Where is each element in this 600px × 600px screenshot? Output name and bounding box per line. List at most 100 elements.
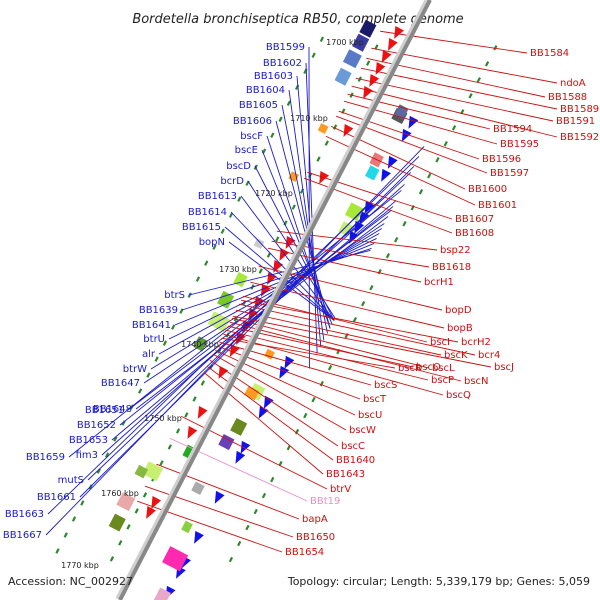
gene-label-right: bscQ — [446, 390, 471, 401]
tick-inner-right — [365, 60, 371, 66]
gene-block — [230, 417, 248, 436]
gene-label-left: BB1663 — [5, 509, 44, 520]
kbp-scale-labels: 1700 kbp 1710 kbp 1720 kbp 1730 kbp 1740 kbp… — [61, 38, 364, 570]
leader-line-right — [238, 303, 476, 356]
leader-line-right — [231, 317, 430, 369]
gene-label-right: btrV — [330, 484, 351, 495]
gene-label-right: bscR — [398, 363, 422, 374]
gene-label-left: bscF — [240, 131, 263, 142]
tick-outer-right — [171, 324, 176, 330]
leader-line-right — [303, 177, 453, 234]
gene-label-right: bscW — [349, 425, 376, 436]
gene-label-right: bsp22 — [440, 245, 471, 256]
tick-outer-left — [476, 77, 481, 83]
accession-text: Accession: NC_002927 — [8, 575, 133, 588]
backbone-layer — [115, 0, 432, 600]
tick-inner-right — [291, 204, 296, 210]
tick-outer-right — [212, 244, 217, 250]
kbp-label: 1710 kbp — [290, 114, 328, 123]
gene-block — [233, 272, 248, 288]
tick-inner-right — [167, 444, 172, 450]
tick-outer-left — [484, 61, 490, 67]
blue-gene-arrow — [235, 450, 246, 464]
kbp-label: 1720 kbp — [255, 189, 293, 198]
tick-outer-left — [327, 364, 333, 371]
leader-line-left — [79, 166, 415, 498]
blue-gene-arrow — [240, 440, 251, 454]
gene-label-left: bcrD — [220, 176, 244, 187]
leader-line-right — [241, 299, 459, 343]
gene-label-right: BBt19 — [310, 496, 340, 507]
gene-block — [181, 520, 193, 534]
gene-label-left: BB1614 — [188, 207, 227, 218]
tick-outer-left — [394, 237, 399, 243]
red-gene-arrow — [369, 74, 380, 87]
tick-outer-left — [402, 221, 407, 227]
gene-label-left: BB1615 — [182, 222, 221, 233]
gene-block — [153, 587, 171, 600]
gene-block — [264, 348, 275, 360]
gene-label-left: BB1667 — [3, 530, 42, 541]
tick-outer-right — [113, 436, 118, 442]
tick-inner-right — [200, 380, 205, 386]
gene-label-left: BB1652 — [77, 420, 116, 431]
gene-block — [142, 461, 164, 482]
gene-block — [317, 123, 329, 134]
tick-outer-left — [361, 300, 366, 307]
tick-outer-left — [443, 141, 448, 147]
gene-block — [116, 492, 136, 512]
gene-block — [191, 481, 205, 495]
tick-outer-left — [435, 157, 440, 163]
red-gene-arrow — [197, 406, 208, 419]
gene-label-right: bopD — [445, 305, 472, 316]
tick-outer-left — [451, 125, 457, 131]
leader-line-left — [101, 184, 405, 456]
tick-outer-right — [286, 100, 291, 106]
red-gene-arrow — [273, 260, 284, 273]
leader-line-left — [174, 243, 375, 326]
tick-outer-left — [468, 93, 473, 99]
tick-outer-right — [146, 372, 151, 378]
gene-label-right: BB1588 — [548, 92, 587, 103]
gene-label-right: bopB — [447, 323, 473, 334]
gene-block — [134, 464, 149, 479]
gene-label-left: fim3 — [76, 450, 98, 461]
gene-label-left: btrU — [143, 334, 165, 345]
gene-label-right: BB1643 — [326, 469, 365, 480]
leader-line-right — [223, 333, 444, 396]
tick-outer-left — [286, 444, 291, 451]
gene-block — [218, 434, 235, 451]
gene-label-right: BB1591 — [556, 116, 595, 127]
gene-label-right: BB1640 — [336, 455, 375, 466]
leader-line-left — [158, 233, 380, 355]
gene-label-left: BB1648 — [93, 404, 132, 415]
gene-label-right: ndoA — [560, 78, 586, 89]
tick-inner-right — [192, 396, 197, 402]
tick-outer-left — [261, 492, 267, 499]
tick-outer-right — [278, 116, 283, 122]
tick-outer-left — [245, 524, 250, 531]
leader-line-right — [229, 321, 462, 382]
leader-line-left — [230, 211, 335, 321]
gene-label-left: btrW — [123, 364, 147, 375]
gene-block — [342, 49, 362, 69]
tick-outer-left — [228, 556, 234, 563]
leader-line-left — [254, 165, 335, 321]
blue-gene-arrow — [214, 490, 225, 504]
gene-label-left: mutS — [58, 475, 84, 486]
leader-line-left — [305, 62, 318, 354]
gene-block — [344, 202, 364, 222]
blue-gene-arrow — [279, 365, 290, 379]
tick-inner-right — [275, 236, 280, 242]
leader-line-left — [168, 238, 377, 340]
tick-outer-left — [253, 508, 258, 515]
tick-outer-right — [55, 548, 60, 554]
blue-gene-arrow — [408, 115, 419, 129]
tick-outer-left — [319, 380, 324, 387]
leader-line-left — [188, 250, 371, 296]
leader-line-right — [355, 77, 554, 122]
tick-inner-right — [134, 508, 139, 514]
leader-line-left — [266, 135, 331, 329]
leader-line-right — [338, 110, 480, 160]
gene-label-right: bcrH2 — [461, 337, 491, 348]
